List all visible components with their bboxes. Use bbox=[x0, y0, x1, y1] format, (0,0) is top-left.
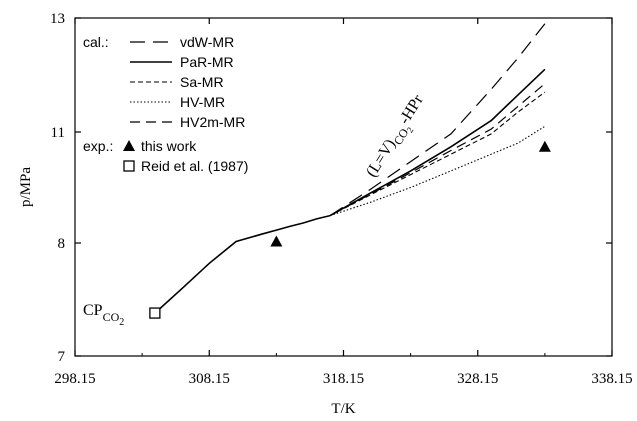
markers bbox=[149, 140, 551, 319]
x-tick-label: 308.15 bbox=[189, 371, 230, 387]
y-axis-label: p/MPa bbox=[18, 167, 34, 207]
x-axis-label: T/K bbox=[331, 401, 355, 417]
series-line-par-mr bbox=[329, 68, 546, 217]
y-tick-label: 8 bbox=[58, 236, 66, 252]
curve-label: (L=V)CO2-HPr bbox=[363, 91, 432, 183]
legend-label-reid: Reid et al. (1987) bbox=[141, 158, 248, 174]
x-tick-label: 318.15 bbox=[323, 371, 364, 387]
data-point-square bbox=[149, 307, 161, 319]
legend-label-sa-mr: Sa-MR bbox=[180, 74, 224, 90]
base-curve bbox=[154, 214, 331, 314]
legend-label-hv-mr: HV-MR bbox=[180, 94, 225, 110]
legend-group-exp: exp.: bbox=[83, 138, 113, 154]
legend-label-vdw-mr: vdW-MR bbox=[180, 34, 234, 50]
axes: 298.15 308.15 318.15 328.15 338.15 7 8 11 13 T/K p… bbox=[18, 11, 633, 417]
legend: cal.: vdW-MR PaR-MR Sa-MR HV-MR HV2m-MR exp.: t… bbox=[83, 34, 248, 174]
series-line-vdw-mr bbox=[329, 23, 546, 217]
legend-group-calc: cal.: bbox=[83, 34, 109, 50]
legend-label-this-work: this work bbox=[141, 138, 197, 154]
series-line-hv-mr bbox=[329, 125, 546, 217]
annotations: CPCO2 (L=V)CO2-HPr bbox=[83, 91, 432, 328]
legend-label-hv2m-mr: HV2m-MR bbox=[180, 114, 245, 130]
y-tick-label: 11 bbox=[51, 125, 65, 141]
data-point-triangle bbox=[538, 140, 551, 152]
data-point-triangle bbox=[270, 235, 283, 247]
x-tick-label: 298.15 bbox=[54, 371, 95, 387]
legend-label-par-mr: PaR-MR bbox=[180, 54, 234, 70]
y-tick-label: 7 bbox=[58, 349, 66, 365]
x-tick-label: 338.15 bbox=[591, 371, 632, 387]
series-line-hv2m-mr bbox=[329, 83, 546, 217]
critical-point-label: CPCO2 bbox=[83, 302, 124, 328]
y-tick-label: 13 bbox=[50, 11, 65, 27]
plot-frame bbox=[74, 17, 613, 357]
x-tick-label: 328.15 bbox=[457, 371, 498, 387]
curves bbox=[154, 23, 546, 314]
legend-swatch-reid bbox=[123, 160, 135, 172]
legend-swatch-this-work bbox=[123, 140, 135, 151]
